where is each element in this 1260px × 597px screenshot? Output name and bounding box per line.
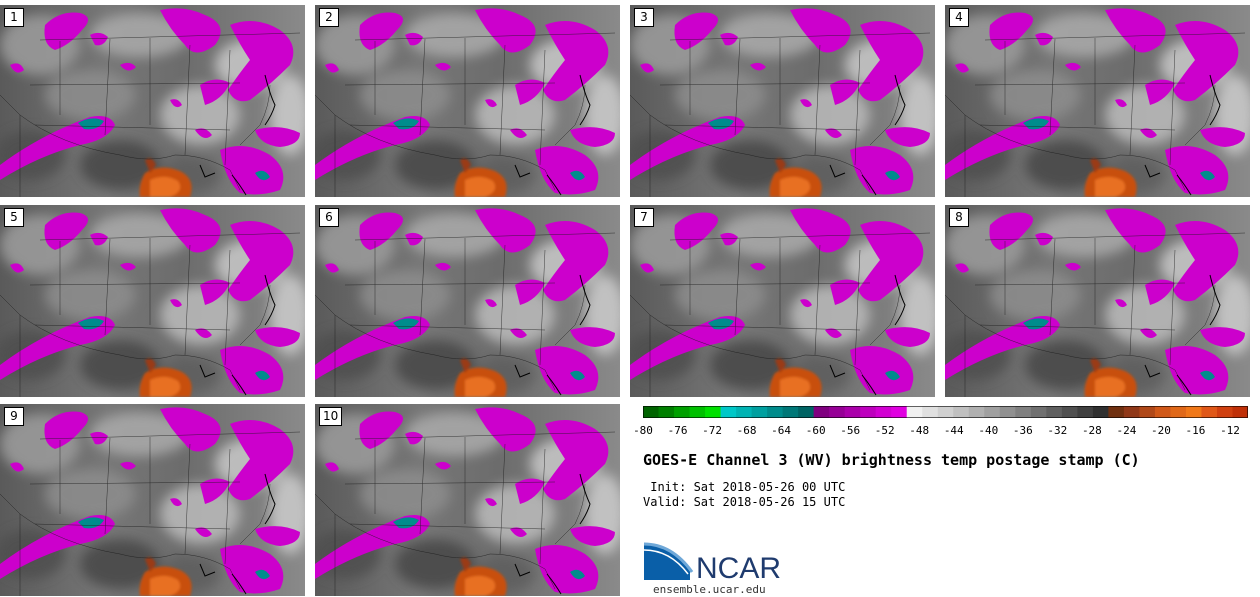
member-number-label: 10 — [319, 407, 343, 426]
colorbar-swatch — [1201, 406, 1218, 418]
colorbar-swatch — [767, 406, 784, 418]
colorbar-swatch — [953, 406, 970, 418]
map-panel-8: 8 — [945, 205, 1250, 397]
colorbar-swatch — [813, 406, 830, 418]
colorbar-tick-label: -56 — [840, 424, 861, 437]
colorbar-swatch — [1154, 406, 1171, 418]
colorbar-tick-label: -12 — [1220, 424, 1240, 437]
colorbar-swatch — [829, 406, 846, 418]
member-number-label: 2 — [319, 8, 339, 27]
colorbar-tick-label: -20 — [1151, 424, 1171, 437]
colorbar-tick-label: -60 — [805, 424, 826, 437]
colorbar-swatch — [844, 406, 861, 418]
water-vapor-map — [0, 5, 305, 197]
colorbar-tick-label: -76 — [667, 424, 688, 437]
member-number-label: 5 — [4, 208, 24, 227]
water-vapor-map — [0, 404, 305, 596]
colorbar-tick-label: -72 — [702, 424, 722, 437]
colorbar-swatch — [1216, 406, 1233, 418]
colorbar-swatch — [1015, 406, 1032, 418]
colorbar-tick-label: -68 — [736, 424, 757, 437]
water-vapor-map — [315, 404, 620, 596]
member-number-label: 9 — [4, 407, 24, 426]
colorbar-swatch — [782, 406, 799, 418]
colorbar-swatch — [1139, 406, 1156, 418]
colorbar-swatch — [1077, 406, 1094, 418]
ncar-logo: NCAR — [643, 542, 781, 582]
colorbar — [643, 406, 1248, 418]
map-panel-9: 9 — [0, 404, 305, 596]
colorbar-swatch — [1108, 406, 1125, 418]
colorbar-tick-label: -64 — [771, 424, 792, 437]
colorbar-swatch — [1092, 406, 1109, 418]
colorbar-tick-label: -44 — [943, 424, 964, 437]
water-vapor-map — [0, 205, 305, 397]
colorbar-tick-label: -48 — [909, 424, 930, 437]
map-panel-6: 6 — [315, 205, 620, 397]
colorbar-swatch — [1170, 406, 1187, 418]
colorbar-tick-label: -52 — [874, 424, 895, 437]
colorbar-tick-label: -24 — [1116, 424, 1137, 437]
colorbar-swatch — [906, 406, 923, 418]
map-panel-7: 7 — [630, 205, 935, 397]
colorbar-swatch — [999, 406, 1016, 418]
colorbar-swatch — [720, 406, 737, 418]
colorbar-swatch — [891, 406, 908, 418]
water-vapor-map — [630, 205, 935, 397]
colorbar-swatch — [1046, 406, 1063, 418]
site-url: ensemble.ucar.edu — [653, 583, 766, 596]
colorbar-swatch — [1123, 406, 1140, 418]
colorbar-swatch — [875, 406, 892, 418]
map-panel-1: 1 — [0, 5, 305, 197]
colorbar-swatch — [860, 406, 877, 418]
colorbar-swatch — [674, 406, 691, 418]
member-number-label: 8 — [949, 208, 969, 227]
colorbar-swatch — [937, 406, 954, 418]
figure-title: GOES-E Channel 3 (WV) brightness temp po… — [643, 451, 1140, 469]
map-panel-5: 5 — [0, 205, 305, 397]
colorbar-tick-label: -32 — [1047, 424, 1068, 437]
colorbar-swatch — [658, 406, 675, 418]
member-number-label: 3 — [634, 8, 654, 27]
colorbar-tick-label: -80 — [633, 424, 653, 437]
member-number-label: 1 — [4, 8, 24, 27]
colorbar-swatch — [1232, 406, 1248, 418]
colorbar-swatch — [1061, 406, 1078, 418]
colorbar-swatch — [1030, 406, 1047, 418]
map-panel-10: 10 — [315, 404, 620, 596]
init-time: Init: Sat 2018-05-26 00 UTC — [643, 480, 846, 494]
colorbar-tick-label: -28 — [1081, 424, 1102, 437]
colorbar-swatch — [736, 406, 753, 418]
valid-time: Valid: Sat 2018-05-26 15 UTC — [643, 495, 846, 509]
colorbar-swatch — [922, 406, 939, 418]
colorbar-tick-label: -36 — [1012, 424, 1033, 437]
map-panel-4: 4 — [945, 5, 1250, 197]
colorbar-swatch — [751, 406, 768, 418]
water-vapor-map — [945, 5, 1250, 197]
colorbar-swatch — [798, 406, 815, 418]
colorbar-tick-label: -40 — [978, 424, 999, 437]
water-vapor-map — [630, 5, 935, 197]
colorbar-swatch — [705, 406, 722, 418]
colorbar-swatch — [689, 406, 706, 418]
member-number-label: 4 — [949, 8, 969, 27]
water-vapor-map — [315, 5, 620, 197]
member-number-label: 6 — [319, 208, 339, 227]
colorbar-tick-label: -16 — [1185, 424, 1206, 437]
water-vapor-map — [945, 205, 1250, 397]
colorbar-swatch — [968, 406, 985, 418]
colorbar-swatch — [643, 406, 660, 418]
colorbar-swatch — [984, 406, 1001, 418]
colorbar-swatch — [1185, 406, 1202, 418]
water-vapor-map — [315, 205, 620, 397]
logo-text: NCAR — [696, 552, 781, 582]
map-panel-3: 3 — [630, 5, 935, 197]
map-panel-2: 2 — [315, 5, 620, 197]
member-number-label: 7 — [634, 208, 654, 227]
